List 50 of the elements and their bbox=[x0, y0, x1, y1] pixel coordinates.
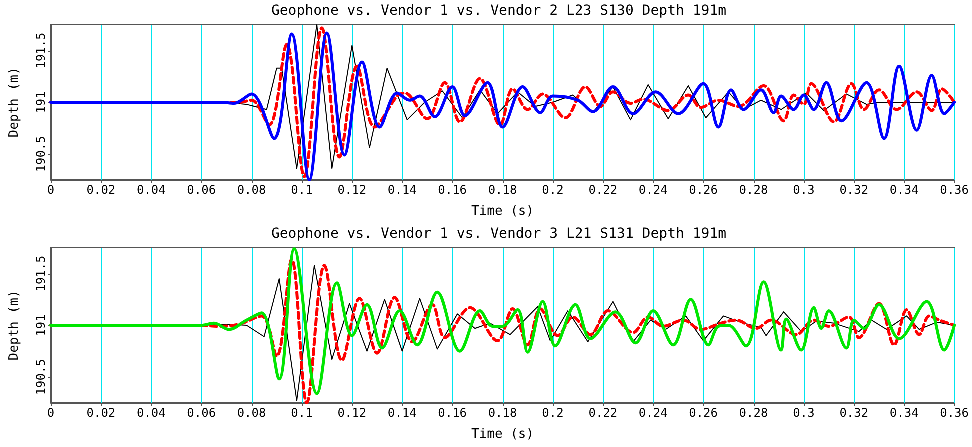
y-tick-label: 191.5 bbox=[34, 32, 48, 69]
y-axis-title: Depth (m) bbox=[7, 67, 22, 138]
x-tick-label: 0.08 bbox=[237, 406, 266, 420]
x-tick-label: 0.16 bbox=[438, 183, 468, 197]
x-tick-label: 0.06 bbox=[187, 406, 216, 420]
x-tick-label: 0 bbox=[47, 183, 55, 197]
x-tick-label: 0.1 bbox=[291, 183, 313, 197]
x-tick-label: 0.1 bbox=[291, 406, 313, 420]
x-tick-label: 0.34 bbox=[890, 406, 919, 420]
x-tick-label: 0.2 bbox=[542, 406, 564, 420]
x-tick-label: 0.34 bbox=[890, 183, 919, 197]
x-tick-label: 0.16 bbox=[438, 406, 468, 420]
y-tick-label: 191 bbox=[34, 314, 48, 336]
x-tick-label: 0.12 bbox=[338, 406, 367, 420]
x-tick-label: 0.24 bbox=[638, 183, 668, 197]
x-tick-label: 0.32 bbox=[840, 183, 869, 197]
x-tick-label: 0.28 bbox=[739, 406, 768, 420]
x-axis-title: Time (s) bbox=[471, 204, 534, 219]
x-tick-label: 0.28 bbox=[739, 183, 768, 197]
x-tick-label: 0.3 bbox=[793, 183, 815, 197]
x-tick-label: 0.24 bbox=[638, 406, 668, 420]
x-tick-label: 0.04 bbox=[136, 183, 166, 197]
x-tick-label: 0.14 bbox=[388, 183, 417, 197]
y-tick-label: 190.5 bbox=[34, 359, 48, 396]
x-tick-label: 0.02 bbox=[86, 406, 116, 420]
y-tick-label: 191.5 bbox=[34, 256, 48, 292]
x-tick-label: 0.18 bbox=[488, 183, 518, 197]
x-tick-label: 0.36 bbox=[940, 183, 970, 197]
x-tick-label: 0.22 bbox=[588, 406, 618, 420]
x-tick-label: 0.06 bbox=[187, 183, 216, 197]
x-tick-label: 0.14 bbox=[388, 406, 417, 420]
x-tick-label: 0.26 bbox=[689, 183, 718, 197]
x-tick-label: 0.12 bbox=[338, 183, 367, 197]
x-tick-label: 0.22 bbox=[588, 183, 618, 197]
x-tick-label: 0.26 bbox=[689, 406, 718, 420]
x-tick-label: 0.04 bbox=[136, 406, 166, 420]
x-tick-label: 0.18 bbox=[488, 406, 518, 420]
x-tick-label: 0.08 bbox=[237, 183, 266, 197]
x-axis-title: Time (s) bbox=[471, 427, 534, 442]
x-tick-label: 0.32 bbox=[840, 406, 869, 420]
x-tick-label: 0.3 bbox=[793, 406, 815, 420]
x-tick-label: 0.36 bbox=[940, 406, 970, 420]
chart-title: Geophone vs. Vendor 1 vs. Vendor 2 L23 S130 Depth 191m bbox=[271, 3, 727, 19]
x-tick-label: 0.2 bbox=[542, 183, 564, 197]
y-axis-title: Depth (m) bbox=[7, 290, 22, 361]
chart-title: Geophone vs. Vendor 1 vs. Vendor 3 L21 S131 Depth 191m bbox=[271, 226, 727, 242]
x-tick-label: 0.02 bbox=[86, 183, 116, 197]
y-tick-label: 191 bbox=[34, 92, 48, 114]
x-tick-label: 0 bbox=[47, 406, 55, 420]
y-tick-label: 190.5 bbox=[34, 136, 48, 172]
